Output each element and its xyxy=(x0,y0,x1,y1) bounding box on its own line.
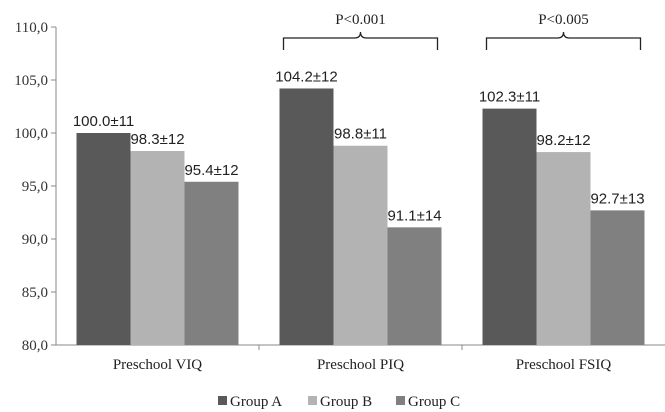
legend-label: Group A xyxy=(230,394,282,410)
bar-group-b xyxy=(333,145,388,345)
significance-bracket xyxy=(282,31,439,50)
data-label: 102.3±11 xyxy=(479,89,540,106)
y-tick-label: 80,0 xyxy=(22,338,48,354)
bar-group-c xyxy=(387,227,442,345)
bar-group-c xyxy=(184,181,239,345)
bar-group-c xyxy=(590,210,645,345)
y-tick-label: 90,0 xyxy=(22,232,48,248)
significance-bracket xyxy=(485,31,642,50)
data-label: 98.3±12 xyxy=(130,131,184,148)
legend-swatch xyxy=(308,396,317,405)
data-label: 91.1±14 xyxy=(387,207,441,224)
x-category-label: Preschool PIQ xyxy=(317,357,404,373)
legend-label: Group B xyxy=(320,394,372,410)
bar-group-a xyxy=(76,133,131,345)
bar-group-b xyxy=(130,151,185,345)
legend-swatch xyxy=(218,396,227,405)
y-tick-label: 110,0 xyxy=(15,20,48,36)
significance-label: P<0.001 xyxy=(335,12,386,28)
data-label: 98.8±11 xyxy=(334,126,387,143)
data-label: 100.0±11 xyxy=(73,113,134,130)
bar-group-a xyxy=(482,108,537,346)
data-label: 98.2±12 xyxy=(536,132,590,149)
bar-group-b xyxy=(536,152,591,345)
data-label: 104.2±12 xyxy=(275,68,337,85)
significance-annotations: P<0.001 P<0.005 xyxy=(282,12,642,50)
legend-label: Group C xyxy=(408,394,460,410)
x-category-label: Preschool VIQ xyxy=(113,357,202,373)
bars xyxy=(76,88,645,346)
legend-swatch xyxy=(396,396,405,405)
x-category-label: Preschool FSIQ xyxy=(516,357,612,373)
x-axis: Preschool VIQ Preschool PIQ Preschool FSIQ xyxy=(56,344,665,373)
data-label: 92.7±13 xyxy=(590,190,644,207)
y-tick-label: 85,0 xyxy=(22,285,48,301)
bar-group-a xyxy=(279,88,334,345)
y-tick-label: 105,0 xyxy=(14,73,48,89)
y-tick-label: 100,0 xyxy=(14,126,48,142)
data-label: 95.4±12 xyxy=(184,162,238,179)
y-tick-label: 95,0 xyxy=(22,179,48,195)
significance-label: P<0.005 xyxy=(538,12,589,28)
y-axis: 80,0 85,0 90,0 95,0 100,0 105,0 110,0 xyxy=(14,20,57,354)
legend: Group A Group B Group C xyxy=(218,394,460,410)
